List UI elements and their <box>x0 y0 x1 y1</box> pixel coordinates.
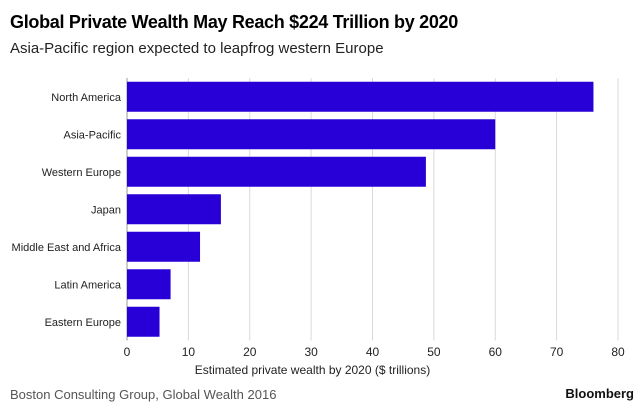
category-label: North America <box>51 92 122 104</box>
bar <box>127 231 201 262</box>
category-label: Asia-Pacific <box>64 129 122 141</box>
x-tick-label: 50 <box>427 345 441 359</box>
x-tick-label: 20 <box>243 345 257 359</box>
bar <box>127 306 160 337</box>
bar <box>127 119 496 150</box>
category-label: Western Europe <box>42 167 121 179</box>
category-label: Latin America <box>54 279 122 291</box>
bar <box>127 156 426 187</box>
category-label: Eastern Europe <box>45 317 121 329</box>
bar <box>127 194 221 225</box>
category-label: Middle East and Africa <box>12 242 122 254</box>
x-tick-label: 0 <box>124 345 131 359</box>
bar <box>127 269 171 300</box>
chart-title: Global Private Wealth May Reach $224 Tri… <box>10 12 458 32</box>
x-tick-label: 70 <box>550 345 564 359</box>
x-tick-label: 40 <box>366 345 380 359</box>
bloomberg-logo: Bloomberg <box>565 386 634 401</box>
category-label: Japan <box>91 204 121 216</box>
x-tick-label: 80 <box>611 345 625 359</box>
x-tick-label: 10 <box>182 345 196 359</box>
source-note: Boston Consulting Group, Global Wealth 2… <box>10 387 277 402</box>
x-tick-label: 30 <box>304 345 318 359</box>
chart-subtitle: Asia-Pacific region expected to leapfrog… <box>10 40 384 57</box>
x-axis-label: Estimated private wealth by 2020 ($ tril… <box>195 363 430 377</box>
x-tick-label: 60 <box>489 345 503 359</box>
bar <box>127 81 594 112</box>
